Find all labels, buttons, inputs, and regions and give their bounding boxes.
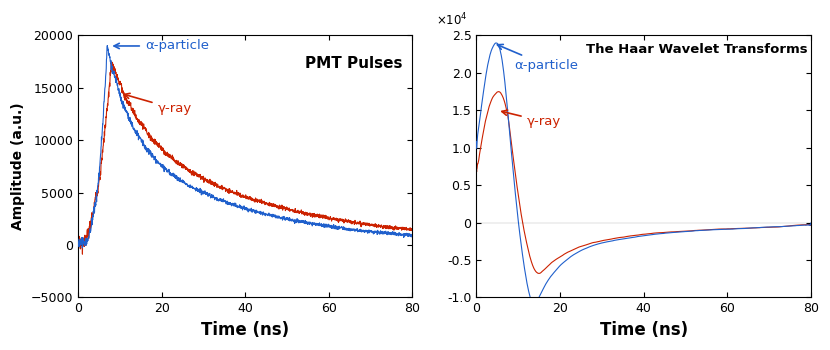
Text: γ-ray: γ-ray — [124, 93, 192, 116]
Text: The Haar Wavelet Transforms: The Haar Wavelet Transforms — [586, 43, 808, 56]
Text: PMT Pulses: PMT Pulses — [305, 56, 403, 71]
Text: $\times10^4$: $\times10^4$ — [437, 12, 468, 28]
Text: γ-ray: γ-ray — [502, 110, 561, 128]
Text: α-particle: α-particle — [497, 44, 578, 72]
Y-axis label: Amplitude (a.u.): Amplitude (a.u.) — [11, 103, 25, 230]
X-axis label: Time (ns): Time (ns) — [201, 321, 290, 339]
Text: α-particle: α-particle — [114, 40, 209, 52]
X-axis label: Time (ns): Time (ns) — [599, 321, 688, 339]
